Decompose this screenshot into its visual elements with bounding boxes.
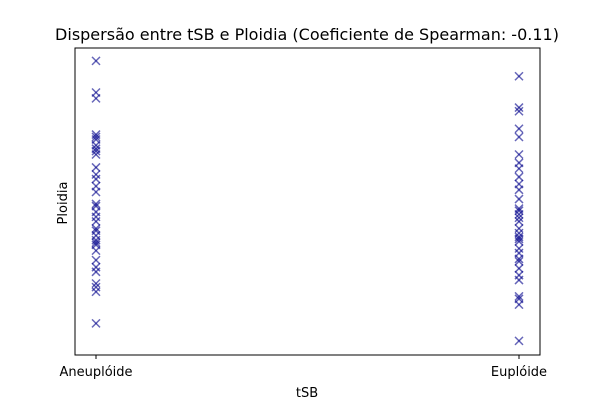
chart-title: Dispersão entre tSB e Ploidia (Coeficien… (55, 25, 559, 44)
data-point (514, 206, 524, 216)
data-point (91, 146, 101, 156)
data-point (514, 213, 524, 223)
data-point (514, 124, 524, 134)
data-point (91, 246, 101, 256)
x-tick-label: Aneuplóide (59, 365, 132, 380)
x-tick-label: Euplóide (491, 365, 547, 380)
data-point (514, 263, 524, 273)
data-point (514, 234, 524, 244)
data-point (514, 216, 524, 226)
data-point (91, 56, 101, 66)
data-point (91, 187, 101, 197)
x-axis-label: tSB (296, 386, 318, 400)
data-point (91, 216, 101, 226)
data-point (91, 174, 101, 184)
data-point (514, 106, 524, 116)
plot-frame (74, 47, 541, 356)
data-point (514, 236, 524, 246)
data-point (514, 194, 524, 204)
data-point (91, 149, 101, 160)
data-point (514, 275, 524, 285)
data-point (514, 209, 524, 219)
data-point (514, 164, 524, 174)
data-point (91, 278, 101, 288)
data-point (514, 185, 524, 195)
data-point (91, 132, 101, 142)
x-axis-ticks: Aneuplóide Euplóide (59, 355, 547, 380)
data-point (91, 223, 101, 234)
data-points (91, 56, 524, 346)
data-point (514, 254, 524, 264)
data-point (514, 172, 524, 182)
data-point (514, 336, 524, 346)
data-point (514, 256, 524, 266)
y-axis-label: Ploidia (56, 182, 71, 225)
data-point (514, 149, 524, 160)
data-point (91, 93, 101, 103)
data-point (91, 255, 101, 265)
data-point (91, 199, 101, 209)
data-point (514, 291, 524, 301)
data-point (91, 162, 101, 172)
data-point (514, 71, 524, 81)
data-point (91, 267, 101, 277)
data-point (91, 318, 101, 328)
data-point (514, 300, 524, 310)
data-point (514, 103, 524, 113)
data-point (91, 287, 101, 297)
data-point (514, 132, 524, 142)
data-point (91, 238, 101, 248)
